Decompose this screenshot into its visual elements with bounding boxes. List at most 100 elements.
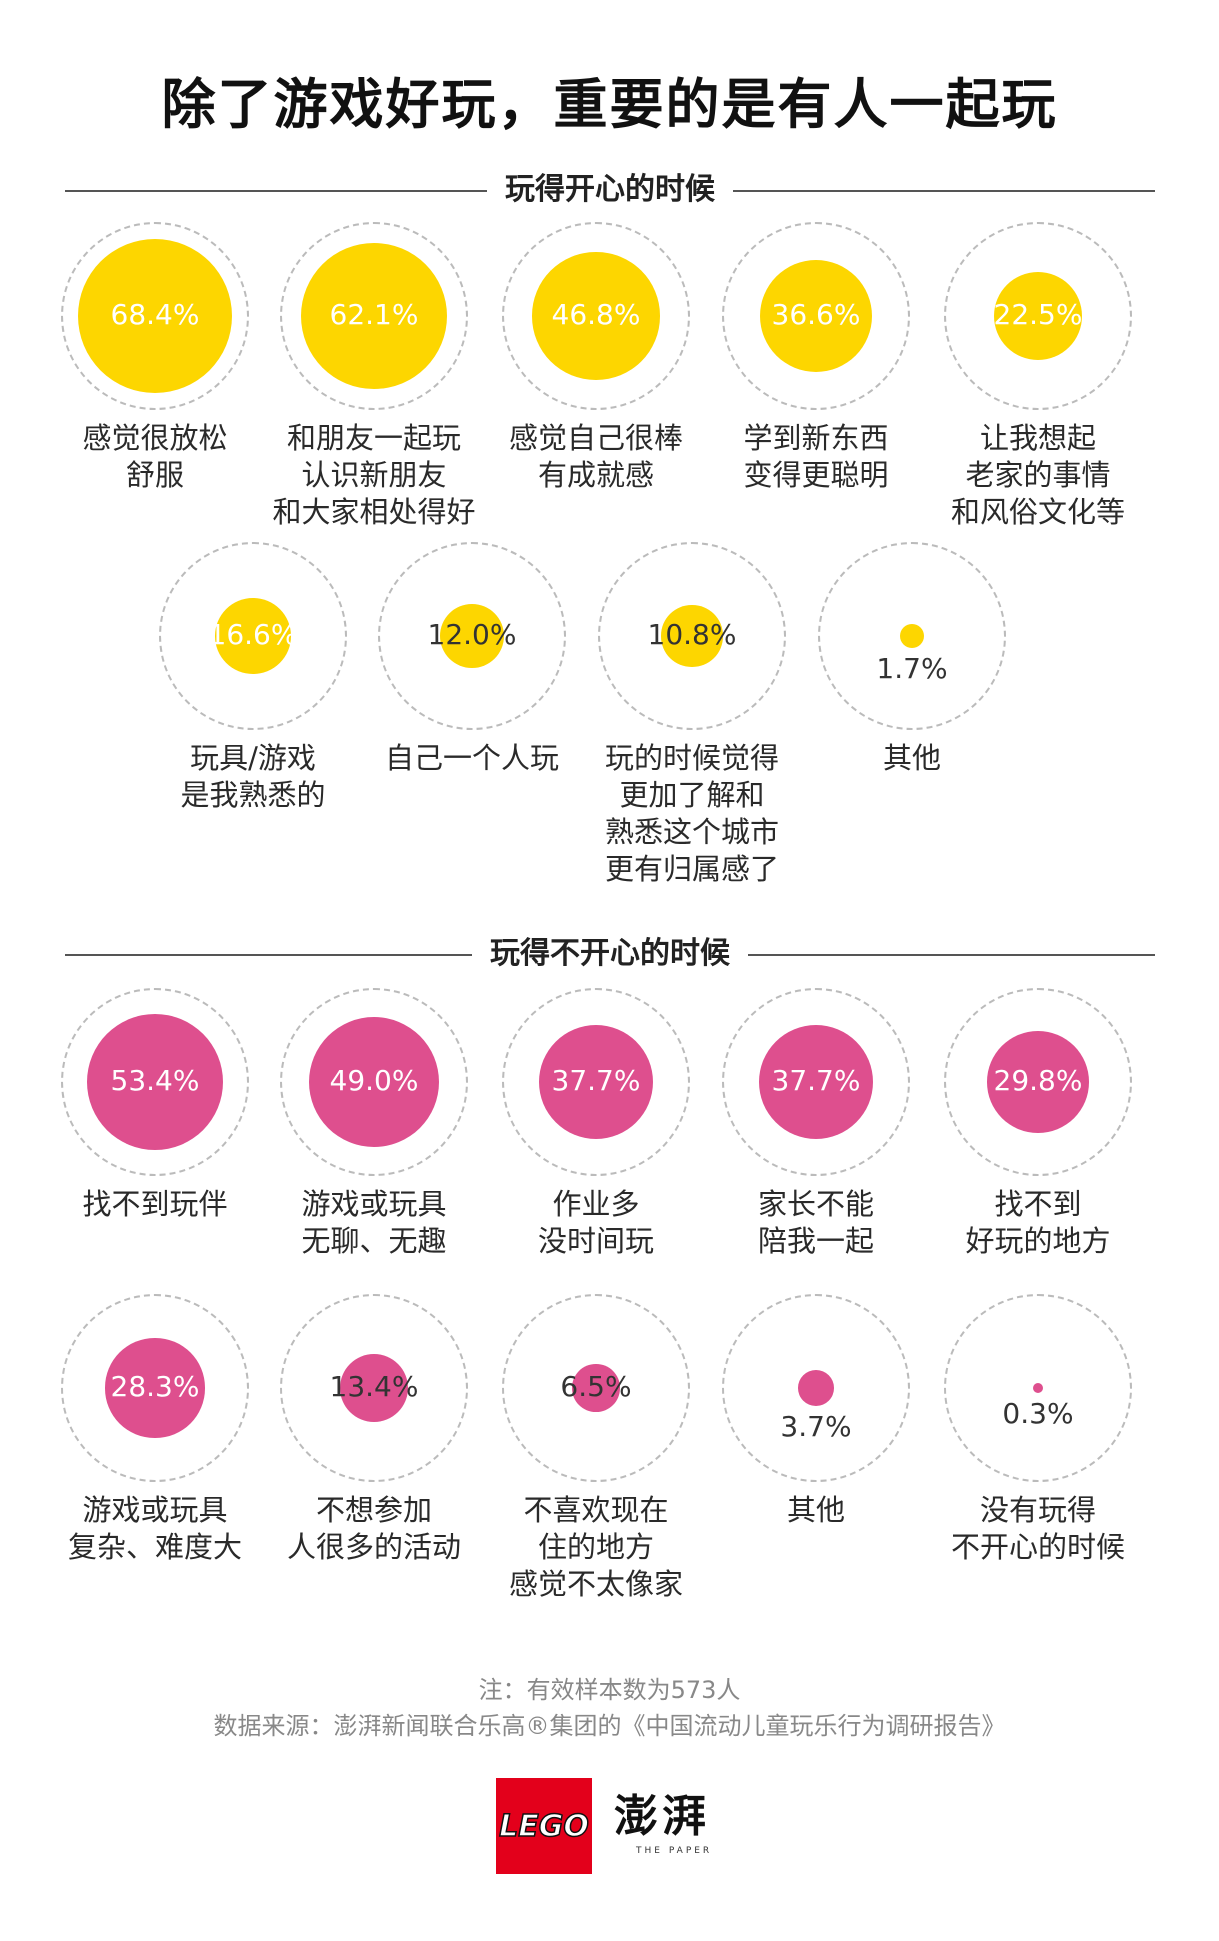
category-label-line: 不开心的时候: [950, 1530, 1125, 1564]
value-label: 37.7%: [771, 1064, 861, 1097]
bubble-ring: [944, 222, 1132, 410]
value-label: 16.6%: [208, 618, 298, 651]
category-label-line: 和朋友一起玩: [286, 421, 461, 455]
category-label-line: 感觉很放松: [82, 421, 228, 455]
category-label-line: 是我熟悉的: [180, 778, 326, 812]
category-label-line: 家长不能: [757, 1187, 874, 1221]
value-label: 13.4%: [329, 1370, 419, 1403]
sample-note: 注：有效样本数为573人: [478, 1676, 741, 1704]
bubble-ring: [722, 988, 910, 1176]
category-label-line: 变得更聪明: [743, 458, 889, 492]
category-label: 感觉很放松 舒服: [25, 420, 285, 494]
bubble-mark: [215, 598, 291, 674]
category-label-line: 住的地方: [537, 1530, 654, 1564]
bubble-ring: [61, 988, 249, 1176]
the-paper-logo: 澎湃 THE PAPER: [614, 1788, 734, 1856]
value-label: 46.8%: [551, 298, 641, 331]
category-label: 自己一个人玩: [342, 740, 602, 777]
category-label-line: 其他: [786, 1493, 845, 1527]
category-label: 和朋友一起玩 认识新朋友 和大家相处得好: [244, 420, 504, 531]
category-label-line: 游戏或玩具: [301, 1187, 447, 1221]
category-label-line: 更有归属感了: [604, 852, 779, 886]
bubble-ring: [944, 988, 1132, 1176]
bubble-ring: [502, 988, 690, 1176]
category-label: 让我想起 老家的事情 和风俗文化等: [908, 420, 1168, 531]
value-label: 10.8%: [647, 618, 737, 651]
bubble-ring: [944, 1294, 1132, 1482]
category-label-line: 和大家相处得好: [272, 495, 476, 529]
the-paper-logo-cn: 澎湃: [614, 1791, 710, 1842]
bubble-mark: [899, 623, 925, 649]
category-label-line: 人很多的活动: [286, 1530, 461, 1564]
the-paper-logo-en: THE PAPER: [636, 1846, 713, 1856]
bubble-mark: [798, 1370, 834, 1406]
bubble-ring: [818, 542, 1006, 730]
value-label: 37.7%: [551, 1064, 641, 1097]
bubble-mark: [661, 605, 723, 667]
bubble-mark: [532, 252, 660, 380]
value-label: 36.6%: [771, 298, 861, 331]
bubble-mark: [339, 1353, 409, 1423]
category-label-line: 无聊、无趣: [301, 1224, 447, 1258]
chart-title: 除了游戏好玩，重要的是有人一起玩: [161, 73, 1058, 136]
category-label: 游戏或玩具 无聊、无趣: [244, 1186, 504, 1260]
category-label-line: 不想参加: [315, 1493, 432, 1527]
category-label-line: 找不到: [994, 1187, 1082, 1221]
category-label: 玩具/游戏 是我熟悉的: [123, 740, 383, 814]
value-label: 3.7%: [780, 1409, 852, 1443]
category-label: 找不到 好玩的地方: [908, 1186, 1168, 1260]
category-label-line: 其他: [882, 741, 941, 775]
category-label: 不想参加 人很多的活动: [244, 1492, 504, 1566]
section-title-unhappy: 玩得不开心的时候: [472, 932, 748, 976]
category-label-line: 没时间玩: [537, 1224, 654, 1258]
category-label-line: 游戏或玩具: [82, 1493, 228, 1527]
value-label: 49.0%: [329, 1064, 419, 1097]
category-label: 其他: [782, 740, 1042, 777]
category-label: 感觉自己很棒 有成就感: [466, 420, 726, 494]
category-label-line: 有成就感: [537, 458, 654, 492]
bubble-ring: [598, 542, 786, 730]
category-label-line: 感觉自己很棒: [508, 421, 683, 455]
bubble-mark: [86, 1013, 224, 1151]
bubble-mark: [439, 603, 505, 669]
category-label: 没有玩得 不开心的时候: [908, 1492, 1168, 1566]
bubble-mark: [105, 1338, 205, 1438]
bubble-ring: [722, 1294, 910, 1482]
category-label-line: 舒服: [125, 458, 184, 492]
category-label-line: 学到新东西: [743, 421, 889, 455]
section-header-unhappy: 玩得不开心的时候: [65, 932, 1155, 976]
bubble-mark: [1032, 1382, 1044, 1394]
category-label-line: 不喜欢现在: [523, 1493, 669, 1527]
bubble-ring: [280, 1294, 468, 1482]
bubble-ring: [280, 988, 468, 1176]
logo-group: LEGO 澎湃 THE PAPER: [496, 1778, 736, 1878]
value-label: 6.5%: [560, 1370, 632, 1403]
bubble-mark: [993, 271, 1083, 361]
value-label: 28.3%: [110, 1370, 200, 1403]
bubble-ring: [722, 222, 910, 410]
value-label: 68.4%: [110, 298, 200, 331]
category-label-line: 认识新朋友: [301, 458, 447, 492]
category-label: 其他: [686, 1492, 946, 1529]
bubble-mark: [78, 239, 232, 393]
data-source: 数据来源：澎湃新闻联合乐高®集团的《中国流动儿童玩乐行为调研报告》: [213, 1712, 1006, 1740]
category-label-line: 让我想起: [979, 421, 1096, 455]
category-label: 玩的时候觉得 更加了解和 熟悉这个城市 更有归属感了: [562, 740, 822, 888]
category-label-line: 和风俗文化等: [950, 495, 1125, 529]
lego-logo: LEGO: [496, 1778, 592, 1874]
category-label: 家长不能 陪我一起: [686, 1186, 946, 1260]
category-label-line: 感觉不太像家: [508, 1567, 683, 1601]
category-label-line: 好玩的地方: [965, 1224, 1111, 1258]
category-label-line: 复杂、难度大: [67, 1530, 242, 1564]
bubble-mark: [572, 1364, 620, 1412]
category-label: 不喜欢现在 住的地方 感觉不太像家: [466, 1492, 726, 1603]
value-label: 62.1%: [329, 298, 419, 331]
category-label-line: 玩的时候觉得: [604, 741, 779, 775]
bubble-ring: [61, 222, 249, 410]
category-label: 游戏或玩具 复杂、难度大: [25, 1492, 285, 1566]
category-label-line: 作业多: [552, 1187, 640, 1221]
bubble-mark: [987, 1031, 1089, 1133]
section-header-happy: 玩得开心的时候: [65, 168, 1155, 212]
section-title-happy: 玩得开心的时候: [487, 168, 733, 212]
value-label: 1.7%: [876, 652, 948, 686]
